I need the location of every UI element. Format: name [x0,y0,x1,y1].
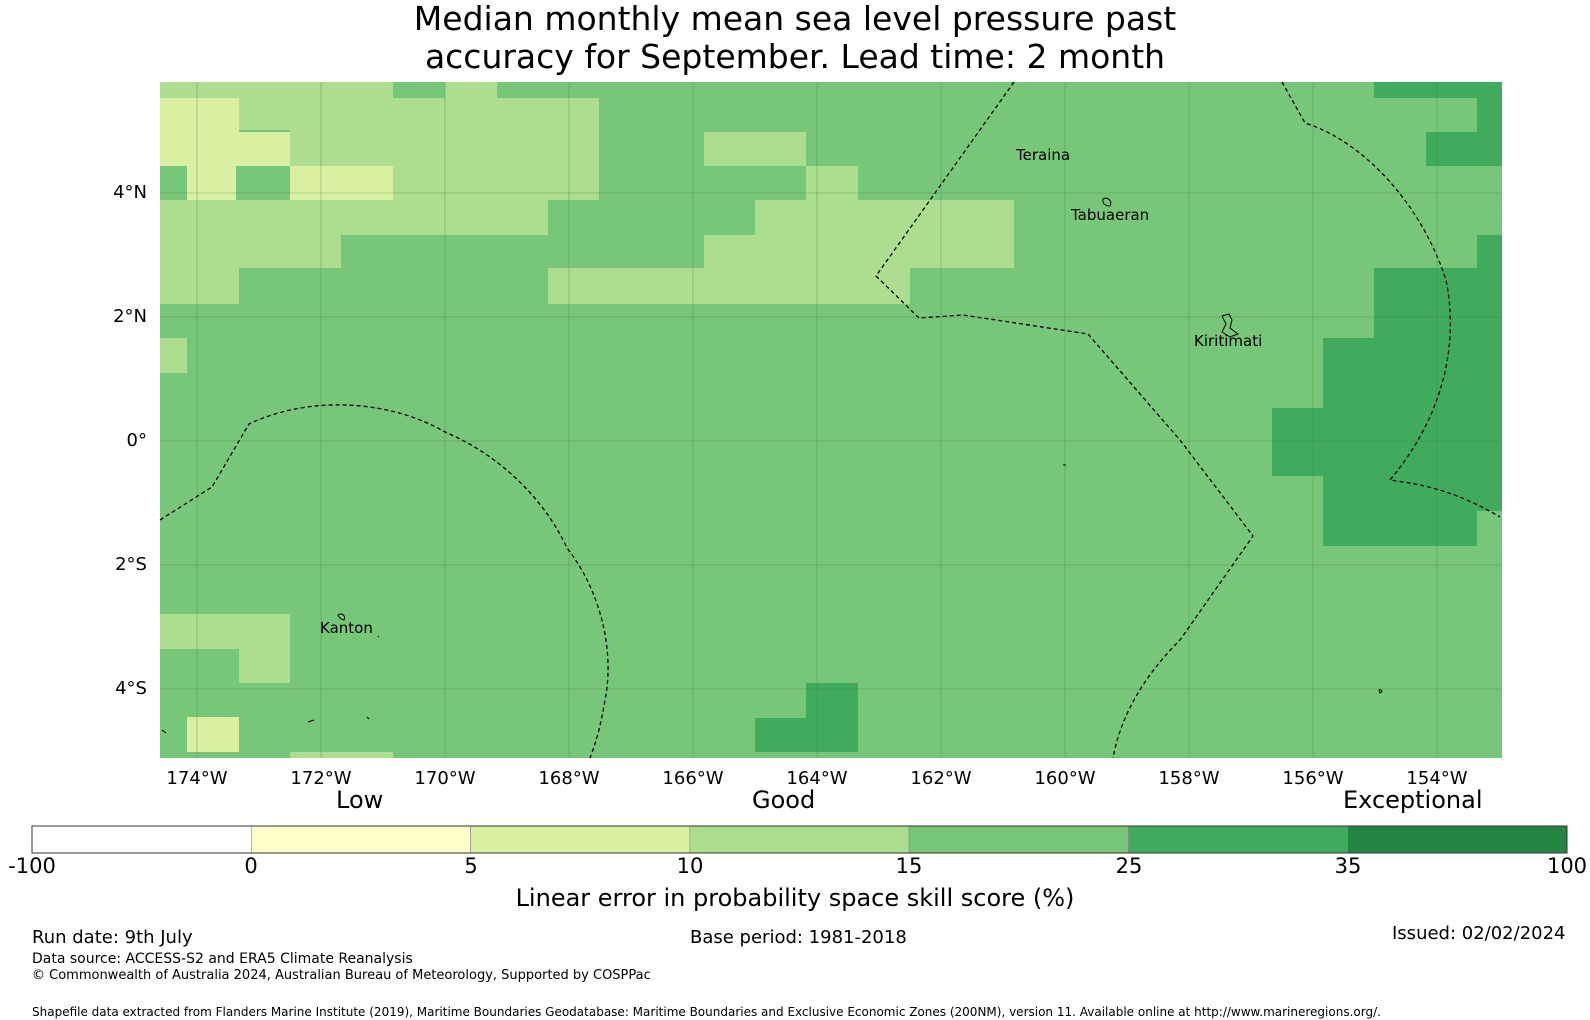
lat-label-2n: 2°N [113,306,147,327]
lon-label-160w: 160°W [1034,768,1096,789]
place-labels: Teraina Tabuaeran Kiritimati Kanton [320,146,1262,637]
title-line-2: accuracy for September. Lead time: 2 mon… [424,37,1166,76]
issued-date: Issued: 02/02/2024 [1392,923,1566,944]
colorbar-segment-5 [1128,825,1349,854]
category-low: Low [336,786,384,814]
eez-line-islands-west [875,81,1254,759]
kanton-outline [337,613,345,621]
skill-5-10-cells [160,98,393,752]
lon-label-172w: 172°W [290,768,352,789]
lon-label-158w: 158°W [1158,768,1220,789]
tick-35: 35 [1334,854,1362,878]
category-good: Good [752,786,816,814]
colorbar-frame [31,825,1568,854]
lon-label-154w: 154°W [1406,768,1468,789]
colorbar-segment-6 [1347,825,1568,854]
skill-score-map: Teraina Tabuaeran Kiritimati Kanton [159,81,1502,759]
data-source: Data source: ACCESS-S2 and ERA5 Climate … [32,951,413,967]
lat-label-4s: 4°S [115,678,147,699]
islands [161,197,1383,734]
colorbar-segment-4 [908,825,1129,854]
place-kanton: Kanton [320,619,373,637]
lon-label-166w: 166°W [662,768,724,789]
map-gridlines [160,82,1502,758]
eez-boundaries [159,81,1501,759]
copyright: © Commonwealth of Australia 2024, Austra… [32,968,651,983]
colorbar-segment-2 [470,825,691,854]
lon-label-168w: 168°W [538,768,600,789]
eez-line-islands-east [1281,81,1501,518]
tick-0: 0 [244,854,258,878]
colorbar-segment-3 [689,825,910,854]
lon-label-162w: 162°W [910,768,972,789]
lat-label-2s: 2°S [115,554,147,575]
category-exceptional: Exceptional [1343,786,1483,814]
lon-label-164w: 164°W [786,768,848,789]
chart-title: Median monthly mean sea level pressure p… [0,0,1590,76]
tick-10: 10 [676,854,704,878]
lon-label-174w: 174°W [166,768,228,789]
eez-kanton [159,404,609,759]
colorbar-label: Linear error in probability space skill … [515,884,1075,912]
colorbar-segment-1 [250,825,471,854]
place-kiritimati: Kiritimati [1194,332,1262,350]
place-teraina: Teraina [1015,146,1070,164]
colorbar-segment-0 [31,825,252,854]
lon-label-156w: 156°W [1282,768,1344,789]
kiritimati-outline [1221,313,1240,338]
lat-label-0: 0° [126,430,147,451]
tick-15: 15 [895,854,923,878]
tick-minus100: -100 [8,854,56,878]
tick-100: 100 [1546,854,1588,878]
lon-label-170w: 170°W [414,768,476,789]
skill-25-35-cells [755,82,1502,752]
title-line-1: Median monthly mean sea level pressure p… [413,0,1177,38]
tabuaeran-outline [1102,197,1112,207]
shapefile-credit: Shapefile data extracted from Flanders M… [32,1005,1381,1019]
colorbar-segments [31,825,1568,854]
tick-5: 5 [464,854,478,878]
run-date: Run date: 9th July [32,927,193,948]
place-tabuaeran: Tabuaeran [1070,206,1149,224]
tick-25: 25 [1115,854,1143,878]
lat-label-4n: 4°N [113,182,147,203]
skill-15-25-cells [160,82,445,200]
base-period: Base period: 1981-2018 [690,927,907,948]
